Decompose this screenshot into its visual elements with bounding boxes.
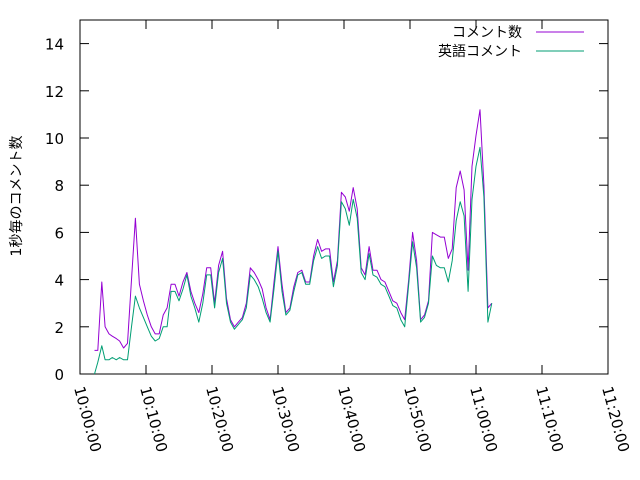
series-line-2 [94,146,493,375]
y-tick-label: 4 [54,272,64,290]
y-tick-label: 2 [54,319,64,337]
y-tick-label: 14 [45,36,64,54]
x-tick-label: 10:20:00 [202,384,237,454]
plot-frame [79,19,609,375]
legend-label-1: コメント数 [452,25,522,41]
x-tick-label: 10:00:00 [70,384,105,454]
y-tick-label: 8 [54,177,64,195]
y-tick-label: 6 [54,224,64,242]
x-tick-label: 10:30:00 [268,384,303,454]
y-tick-label: 0 [54,366,64,384]
x-tick-label: 10:50:00 [400,384,435,454]
x-tick-label: 11:20:00 [598,384,633,454]
x-tick-label: 10:40:00 [334,384,369,454]
legend-label-2: 英語コメント [438,43,522,60]
x-tick-label: 11:00:00 [466,384,501,454]
y-axis-label: 1秒毎のコメント数 [9,136,25,257]
x-tick-label: 11:10:00 [532,384,567,454]
series-line-1 [94,109,493,351]
y-tick-label: 12 [45,83,64,101]
series-lines [94,109,493,375]
y-tick-label: 10 [45,130,64,148]
x-tick-label: 10:10:00 [136,384,171,454]
